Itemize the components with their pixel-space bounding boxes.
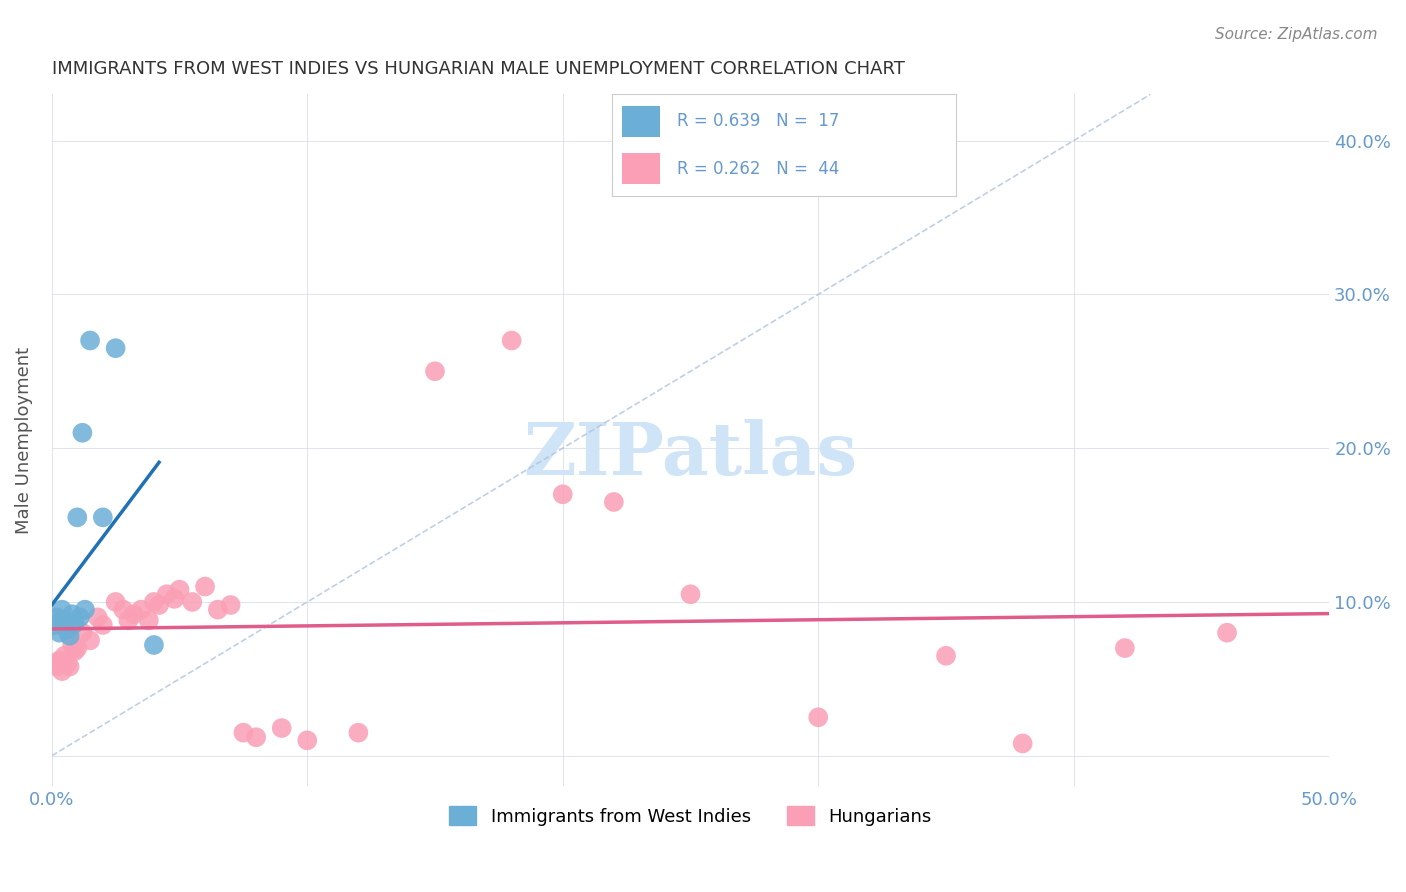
Point bbox=[347, 725, 370, 739]
Point bbox=[72, 625, 94, 640]
Point bbox=[169, 582, 191, 597]
Point bbox=[245, 731, 267, 745]
Point bbox=[63, 644, 86, 658]
Legend: Immigrants from West Indies, Hungarians: Immigrants from West Indies, Hungarians bbox=[441, 799, 939, 833]
Point bbox=[551, 487, 574, 501]
Point bbox=[138, 614, 160, 628]
Point bbox=[104, 341, 127, 355]
Point bbox=[679, 587, 702, 601]
Point bbox=[79, 633, 101, 648]
Point bbox=[51, 602, 73, 616]
Point bbox=[603, 495, 626, 509]
Point bbox=[122, 607, 145, 622]
Bar bbox=[621, 153, 659, 184]
Text: IMMIGRANTS FROM WEST INDIES VS HUNGARIAN MALE UNEMPLOYMENT CORRELATION CHART: IMMIGRANTS FROM WEST INDIES VS HUNGARIAN… bbox=[52, 60, 904, 78]
Point bbox=[48, 625, 70, 640]
Point bbox=[142, 638, 165, 652]
Point bbox=[60, 607, 83, 622]
Point bbox=[142, 595, 165, 609]
Point bbox=[181, 595, 204, 609]
Point bbox=[117, 614, 139, 628]
Text: R = 0.262   N =  44: R = 0.262 N = 44 bbox=[678, 160, 839, 178]
Point bbox=[66, 641, 89, 656]
Point bbox=[112, 602, 135, 616]
Point bbox=[297, 733, 319, 747]
Point bbox=[91, 618, 114, 632]
Point bbox=[148, 598, 170, 612]
Point bbox=[194, 580, 217, 594]
Point bbox=[63, 616, 86, 631]
Text: R = 0.639   N =  17: R = 0.639 N = 17 bbox=[678, 112, 839, 130]
Point bbox=[935, 648, 957, 663]
Point bbox=[59, 629, 82, 643]
Point bbox=[60, 638, 83, 652]
Point bbox=[56, 657, 79, 671]
Point bbox=[91, 510, 114, 524]
Point bbox=[87, 610, 110, 624]
Point bbox=[51, 664, 73, 678]
Point bbox=[1114, 641, 1136, 656]
Point bbox=[163, 591, 186, 606]
Bar bbox=[621, 106, 659, 136]
Point bbox=[69, 610, 91, 624]
Point bbox=[45, 610, 67, 624]
Point bbox=[44, 657, 66, 671]
Point bbox=[53, 614, 76, 628]
Point bbox=[66, 510, 89, 524]
Point bbox=[1011, 736, 1033, 750]
Point bbox=[79, 334, 101, 348]
Point bbox=[73, 602, 96, 616]
Point bbox=[501, 334, 523, 348]
Point bbox=[423, 364, 446, 378]
Y-axis label: Male Unemployment: Male Unemployment bbox=[15, 347, 32, 534]
Point bbox=[44, 618, 66, 632]
Point bbox=[56, 623, 79, 637]
Point bbox=[59, 659, 82, 673]
Point bbox=[45, 659, 67, 673]
Point bbox=[156, 587, 179, 601]
Point bbox=[72, 425, 94, 440]
Point bbox=[1216, 625, 1239, 640]
Point bbox=[807, 710, 830, 724]
Text: Source: ZipAtlas.com: Source: ZipAtlas.com bbox=[1215, 27, 1378, 42]
Text: ZIPatlas: ZIPatlas bbox=[523, 419, 858, 490]
Point bbox=[232, 725, 254, 739]
Point bbox=[270, 721, 292, 735]
Point bbox=[207, 602, 229, 616]
Point bbox=[219, 598, 242, 612]
Point bbox=[53, 648, 76, 663]
Point bbox=[129, 602, 152, 616]
Point bbox=[104, 595, 127, 609]
Point bbox=[48, 653, 70, 667]
